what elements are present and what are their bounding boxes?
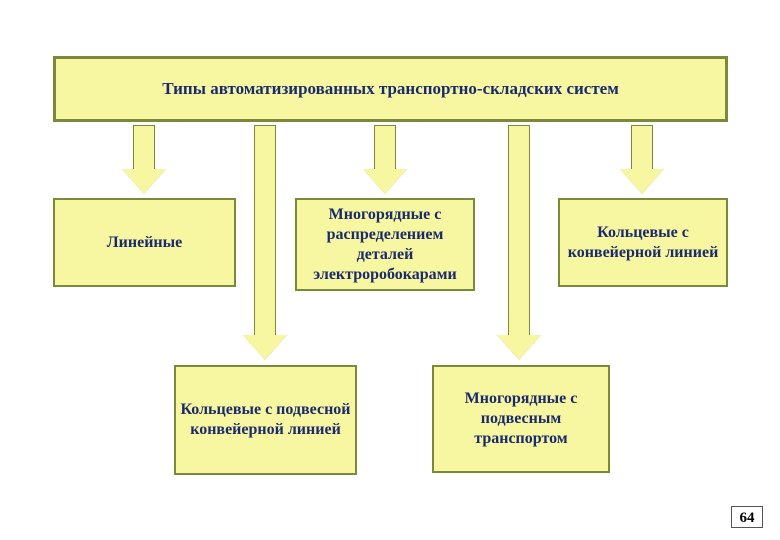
arrow-to-ring-conveyor	[620, 125, 664, 194]
diagram-header: Типы автоматизированных транспортно-скла…	[53, 56, 728, 122]
arrow-to-linear	[122, 125, 166, 194]
leaf-multirow-overhead: Многорядные с подвесным транспортом	[432, 365, 610, 473]
leaf-label: Многорядные с распределением деталей эле…	[301, 205, 469, 285]
diagram-header-text: Типы автоматизированных транспортно-скла…	[162, 78, 619, 99]
page-number-text: 64	[740, 510, 755, 526]
page-number: 64	[731, 506, 763, 528]
arrow-to-multirow-electro	[363, 125, 407, 194]
leaf-label: Кольцевые с подвесной конвейерной линией	[180, 400, 351, 440]
leaf-ring-conveyor: Кольцевые с конвейерной линией	[558, 198, 728, 287]
leaf-ring-overhead: Кольцевые с подвесной конвейерной линией	[174, 365, 357, 475]
leaf-label: Кольцевые с конвейерной линией	[564, 223, 722, 263]
arrow-to-multirow-overhead	[497, 125, 541, 360]
leaf-multirow-electro: Многорядные с распределением деталей эле…	[295, 198, 475, 291]
leaf-label: Линейные	[107, 233, 183, 253]
leaf-label: Многорядные с подвесным транспортом	[438, 389, 604, 449]
arrow-to-ring-overhead	[243, 125, 287, 360]
leaf-linear: Линейные	[53, 198, 236, 287]
